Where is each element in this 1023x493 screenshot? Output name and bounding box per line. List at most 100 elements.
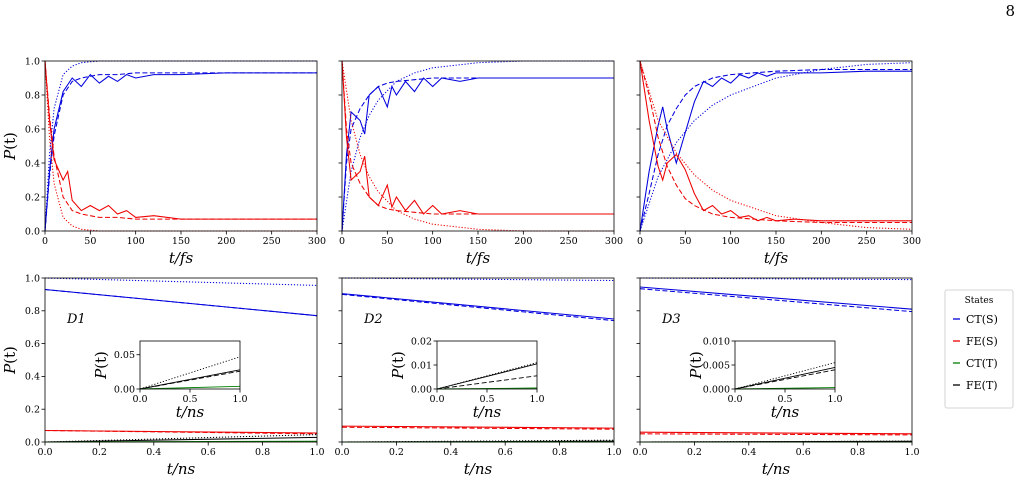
series-fes-solid [341, 425, 615, 429]
x-axis-label: t/fs [466, 249, 491, 267]
y-tick-label: 0.05 [114, 350, 135, 361]
series-fet-solid [44, 436, 318, 443]
x-axis-label: t/ns [762, 460, 791, 478]
y-tick-label: 1.0 [25, 273, 40, 284]
legend-entry: CT(T) [966, 357, 998, 370]
series-fes-dotted [341, 60, 614, 232]
x-axis-label: t/ns [771, 403, 800, 421]
y-tick-label: 0.4 [25, 158, 40, 169]
plot-frame [639, 277, 913, 443]
x-tick-label: 100 [424, 236, 442, 247]
x-tick-label: 0.0 [37, 447, 52, 458]
x-tick-label: 0.0 [632, 447, 647, 458]
series-cts-dashed [341, 293, 615, 322]
x-tick-label: 0.8 [552, 447, 567, 458]
x-tick-label: 0.5 [777, 394, 792, 405]
x-tick-label: 150 [469, 236, 487, 247]
series-cts-dashed [639, 288, 913, 313]
inset-background [140, 341, 240, 389]
x-tick-label: 0.6 [201, 447, 216, 458]
x-tick-label: 1.0 [904, 447, 919, 458]
legend: States CT(S) FE(S) CT(T) FE(T) [944, 289, 1014, 409]
x-tick-label: 100 [127, 236, 145, 247]
legend-entry: CT(S) [966, 313, 998, 326]
x-tick-label: 0.2 [389, 447, 404, 458]
x-tick-label: 50 [381, 236, 393, 247]
x-tick-label: 0.6 [796, 447, 811, 458]
x-axis-label: t/fs [764, 249, 789, 267]
x-tick-label: 150 [172, 236, 190, 247]
series-cts-solid [639, 70, 912, 232]
y-tick-label: 0.00 [114, 384, 135, 395]
page-number: 8 [1005, 2, 1015, 20]
x-tick-label: 1.0 [309, 447, 324, 458]
inset-background [735, 341, 835, 389]
x-tick-label: 100 [722, 236, 740, 247]
x-tick-label: 1.0 [529, 394, 544, 405]
y-axis-label: P(t) [92, 351, 110, 380]
y-tick-label: 0.8 [25, 306, 40, 317]
series-cts-solid [341, 77, 614, 232]
plot-frame [44, 277, 318, 443]
panel-label: D1 [66, 312, 86, 327]
chart-top-2: 0 50 100 150 200 250 300 t/fs [338, 60, 623, 267]
inset-bottom-2: 0.0 0.5 1.0 0.00 0.01 0.02 t/ns P(t) [389, 336, 545, 421]
x-tick-label: 50 [84, 236, 96, 247]
series-cts-dotted [341, 60, 614, 232]
series-fes-dotted [44, 60, 317, 232]
y-tick-label: 0.8 [25, 90, 40, 101]
plot-frame [341, 277, 615, 443]
x-tick-label: 250 [263, 236, 281, 247]
x-tick-label: 150 [767, 236, 785, 247]
x-tick-label: 250 [858, 236, 876, 247]
series-fet-dotted [139, 356, 241, 390]
y-tick-label: 0.000 [703, 384, 730, 395]
series-fes-dashed [639, 60, 912, 224]
x-axis-label: t/ns [473, 403, 502, 421]
y-tick-label: 0.2 [25, 405, 40, 416]
x-tick-label: 0.2 [92, 447, 107, 458]
inset-bottom-1: 0.0 0.5 1.0 0.00 0.05 t/ns P(t) [92, 340, 248, 421]
y-tick-label: 0.4 [25, 372, 40, 383]
chart-bottom-3: 0.0 0.2 0.4 0.6 0.8 1.0 t/ns D3 [632, 277, 920, 478]
panel-label: D2 [363, 312, 383, 327]
y-axis-label: P(t) [1, 346, 19, 375]
x-tick-label: 1.0 [827, 394, 842, 405]
y-tick-label: 0.0 [25, 226, 40, 237]
x-tick-label: 250 [560, 236, 578, 247]
y-tick-label: 0.6 [25, 339, 40, 350]
y-tick-label: 0.010 [703, 336, 730, 347]
x-tick-label: 0.2 [687, 447, 702, 458]
series-fet-dotted [436, 362, 538, 390]
y-axis-label: P(t) [389, 351, 407, 380]
series-fes-dashed [341, 426, 615, 430]
series-fet-solid [436, 363, 538, 390]
series-fes-solid [639, 431, 913, 435]
x-tick-label: 1.0 [232, 394, 247, 405]
series-cts-solid [44, 72, 317, 232]
x-tick-label: 0.5 [479, 394, 494, 405]
series-fes-solid [44, 60, 317, 220]
y-tick-label: 0.005 [703, 360, 730, 371]
x-tick-label: 200 [812, 236, 830, 247]
y-tick-label: 0.02 [411, 336, 432, 347]
x-tick-label: 0.0 [334, 447, 349, 458]
series-fes-dashed [44, 60, 317, 220]
panel-label: D3 [661, 312, 681, 327]
series-fes-dashed [44, 429, 318, 435]
x-tick-label: 0.6 [498, 447, 513, 458]
x-tick-label: 0 [339, 236, 345, 247]
chart-bottom-2: 0.0 0.2 0.4 0.6 0.8 1.0 t/ns D2 [334, 277, 622, 478]
x-tick-label: 0.5 [182, 394, 197, 405]
series-fes-dotted [639, 60, 913, 230]
y-axis-label: P(t) [1, 132, 19, 161]
y-tick-label: 1.0 [25, 56, 40, 67]
chart-top-3: 0 50 100 150 200 250 300 t/fs [636, 60, 921, 267]
series-cts-dotted [44, 277, 318, 286]
x-tick-label: 200 [514, 236, 532, 247]
y-tick-label: 0.00 [411, 384, 432, 395]
x-tick-label: 0 [637, 236, 643, 247]
x-tick-label: 0.4 [741, 447, 756, 458]
x-axis-label: t/ns [176, 403, 205, 421]
y-tick-label: 0.2 [25, 192, 40, 203]
